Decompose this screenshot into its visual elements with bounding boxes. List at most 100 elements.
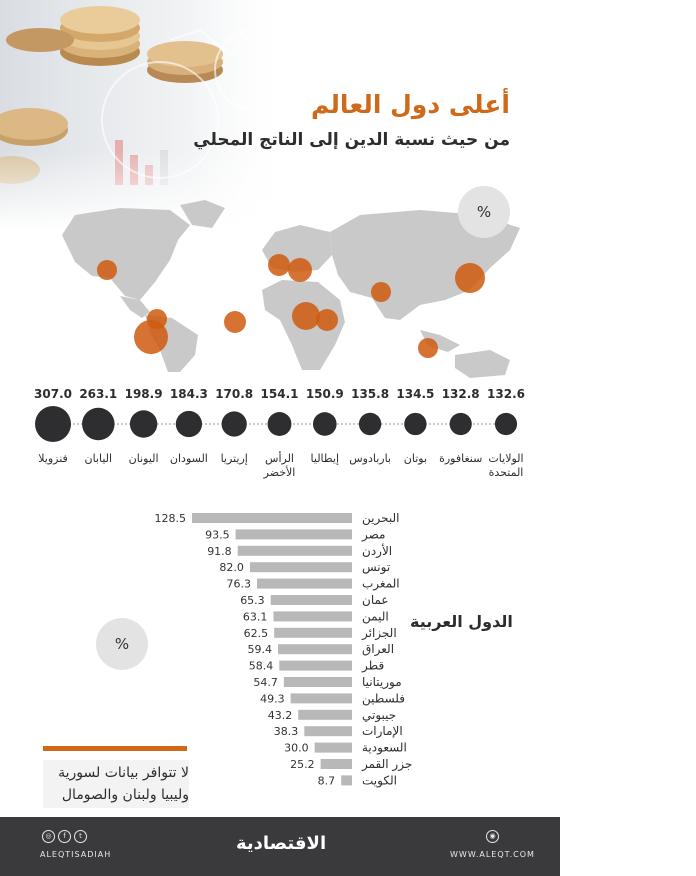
arab-bar-value: 25.2	[290, 758, 315, 771]
rss-icon[interactable]: ◉	[486, 830, 499, 843]
arab-bar	[256, 578, 352, 589]
arab-country-label: موريتانيا	[362, 675, 402, 690]
map-bubbles	[97, 254, 485, 358]
bubble-value-label: 132.8	[442, 387, 480, 401]
instagram-icon[interactable]: ◎	[42, 830, 55, 843]
arab-bar	[304, 726, 352, 737]
arab-country-label: الكويت	[362, 773, 397, 788]
bubble-value-label: 263.1	[79, 387, 117, 401]
twitter-icon[interactable]: t	[74, 830, 87, 843]
bubble-country-label: باربادوس	[349, 452, 391, 465]
arab-country-label: البحرين	[362, 511, 399, 526]
arab-country-label: العراق	[362, 642, 394, 657]
bubble-mark	[404, 412, 427, 436]
coins-background	[0, 0, 420, 230]
arab-bar	[320, 759, 352, 769]
arab-bar	[298, 709, 352, 720]
arab-bar-value: 30.0	[284, 742, 309, 755]
website-url: WWW.ALEQT.COM	[450, 850, 535, 859]
map-bubble-singapore	[418, 338, 438, 358]
arab-bar-value: 8.7	[318, 774, 336, 787]
arab-bar	[278, 644, 352, 655]
arab-country-label: جيبوتي	[362, 708, 396, 723]
bubble-mark	[312, 412, 337, 436]
bubble-country-label: الولايات	[488, 452, 523, 465]
note-accent-bar	[43, 746, 187, 751]
map-bubble-venezuela	[134, 320, 168, 354]
unit-badge-arab: %	[96, 618, 148, 670]
map-bubble-japan	[455, 263, 485, 293]
bubble-country-label: إيطاليا	[311, 452, 340, 465]
bubble-value-label: 307.0	[34, 387, 72, 401]
arab-country-label: السعودية	[362, 741, 407, 756]
social-handle: ALEQTISADIAH	[40, 850, 112, 859]
page-title: أعلى دول العالم	[310, 90, 510, 119]
bubble-value-label: 132.6	[487, 387, 525, 401]
arab-bar-value: 76.3	[226, 578, 251, 591]
bubble-mark	[358, 412, 382, 436]
arab-countries-title: الدول العربية	[410, 612, 513, 631]
map-bubble-cape-verde	[224, 311, 246, 333]
arab-bar	[341, 775, 352, 786]
bubble-country-label: فنزويلا	[38, 452, 68, 465]
arab-bar-value: 91.8	[207, 545, 232, 558]
arab-bar	[270, 595, 352, 605]
bubble-value-label: 135.8	[351, 387, 389, 401]
bubble-value-label: 154.1	[261, 387, 299, 401]
arab-country-label: الجزائر	[361, 626, 397, 641]
arab-bar	[274, 627, 352, 638]
world-debt-bubble-chart: 307.0 فنزويلا 263.1 اليابان 198.9 اليونان 184.…	[34, 387, 525, 479]
arab-bar-value: 63.1	[243, 610, 268, 623]
bubble-mark	[82, 407, 115, 441]
bubble-value-label: 170.8	[215, 387, 253, 401]
bubble-mark	[129, 410, 158, 438]
bubble-country-label: اليابان	[85, 452, 113, 465]
map-bubble-greece	[288, 258, 312, 282]
arab-country-label: اليمن	[362, 609, 389, 624]
bubble-country-label: الأخضر	[263, 465, 296, 479]
arab-country-label: الإمارات	[362, 724, 403, 739]
arab-bar	[235, 529, 352, 540]
arab-country-label: مصر	[361, 527, 385, 542]
arab-bar	[279, 660, 352, 671]
facebook-icon[interactable]: f	[58, 830, 71, 843]
arab-bar-value: 65.3	[240, 594, 265, 607]
footer: ◎ f t ALEQTISADIAH الاقتصادية ◉ WWW.ALEQ…	[0, 817, 560, 876]
map-bubble-bhutan	[371, 282, 391, 302]
bubble-country-label: المتحدة	[489, 466, 524, 479]
arab-bar	[314, 742, 352, 753]
arab-country-label: عمان	[362, 593, 389, 607]
world-map	[62, 200, 520, 378]
bubble-country-label: بوتان	[404, 452, 427, 465]
map-bubble-sudan	[292, 302, 320, 330]
arab-bar	[237, 545, 352, 556]
arab-bar-value: 43.2	[268, 709, 293, 722]
arab-bar	[273, 611, 352, 622]
arab-bar-value: 93.5	[205, 528, 230, 541]
bubble-value-label: 184.3	[170, 387, 208, 401]
bubble-country-label: السودان	[170, 452, 208, 465]
arab-bar-value: 62.5	[244, 627, 269, 640]
bubble-mark	[175, 410, 203, 438]
page-subtitle: من حيث نسبة الدين إلى الناتج المحلي	[193, 130, 510, 150]
arab-bar-value: 38.3	[274, 725, 299, 738]
unit-badge-map: %	[458, 186, 510, 238]
arab-country-label: تونس	[362, 560, 390, 575]
brand-logo: الاقتصادية	[236, 833, 327, 854]
arab-country-label: قطر	[361, 659, 384, 674]
bubble-country-label: سنغافورة	[439, 452, 482, 465]
bubble-mark	[35, 406, 71, 442]
bubble-mark	[494, 412, 518, 436]
bubble-country-label: الرأس	[265, 451, 294, 465]
bubble-value-label: 134.5	[396, 387, 434, 401]
arab-bar	[249, 562, 352, 573]
bubble-mark	[449, 412, 472, 436]
bubble-value-label: 198.9	[125, 387, 163, 401]
bubble-mark	[267, 412, 292, 436]
hero-illustration	[0, 0, 696, 380]
arab-bar	[283, 677, 352, 687]
arab-bar	[192, 513, 352, 523]
arab-country-label: المغرب	[362, 577, 400, 592]
arab-bar-value: 58.4	[249, 660, 274, 673]
bubble-mark	[221, 411, 247, 437]
